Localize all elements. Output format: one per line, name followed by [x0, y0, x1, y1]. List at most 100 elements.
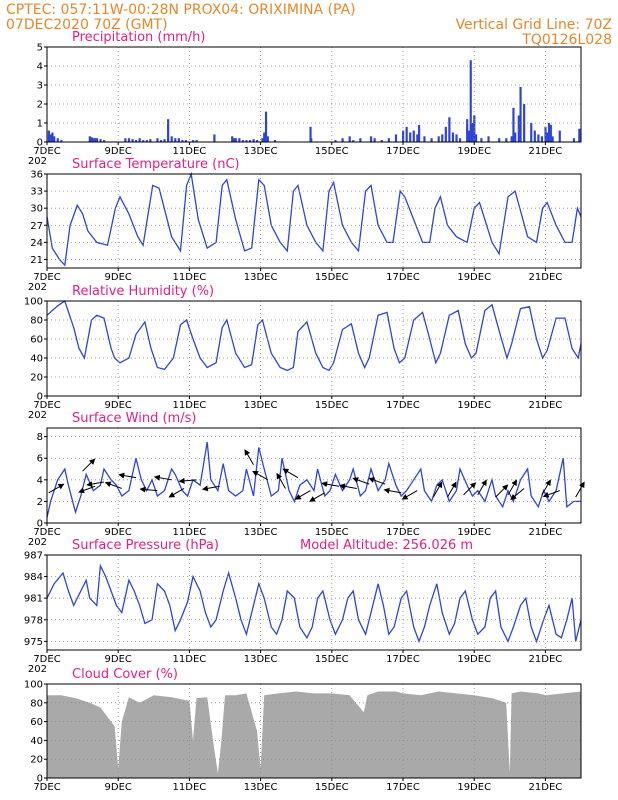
precip-bar [416, 134, 419, 142]
y-tick-label: 0 [37, 392, 43, 403]
x-tick-label: 19DEC [457, 272, 491, 283]
precip-bar [51, 132, 54, 142]
x-tick-label: 7DEC [33, 654, 60, 665]
precip-bar [309, 126, 312, 142]
wind-arrow [153, 474, 172, 481]
wind-arrow [78, 485, 96, 494]
panel-frame [46, 300, 582, 397]
precip-bar [558, 130, 561, 142]
precip-bar [402, 130, 405, 142]
precip-bar [519, 86, 522, 142]
x-tick-label: 7DEC [33, 527, 60, 538]
precip-bar [544, 126, 547, 142]
x-tick-label: 15DEC [315, 146, 349, 157]
precip-bar [430, 138, 433, 142]
precip-bar [352, 140, 355, 142]
x-tick-label: 7DEC [33, 782, 60, 793]
precip-bar [92, 138, 95, 142]
precip-bar [135, 140, 138, 142]
x-tick-label: 7DEC [33, 400, 60, 411]
panel-pressure: 975 978 981 984 987 7DEC 9DEC 11DEC 13DEC 15DEC 17… [24, 538, 582, 675]
wind-arrow [575, 481, 585, 498]
precip-bar [455, 134, 458, 142]
precip-bar [546, 132, 549, 142]
wind-arrow [463, 482, 477, 496]
x-year-label: 202 [28, 156, 47, 167]
temp-series-line [46, 171, 582, 267]
x-year-label: 202 [28, 282, 47, 293]
y-tick-label: 40 [30, 736, 43, 747]
precip-bar [184, 140, 188, 142]
header-model: TQ0126L028 [521, 32, 612, 48]
x-tick-label: 21DEC [529, 146, 563, 157]
x-tick-label: 13DEC [244, 654, 278, 665]
x-tick-label: 21DEC [529, 400, 563, 411]
precip-bar [334, 140, 337, 142]
y-tick-label: 5 [37, 43, 43, 54]
y-tick-label: 987 [24, 551, 43, 562]
precip-bar [191, 140, 195, 142]
wind-arrow [507, 479, 518, 496]
precip-bar [444, 126, 447, 142]
precip-bar [252, 139, 255, 142]
panel-frame [46, 173, 582, 269]
header-run-date: 07DEC2020 70Z (GMT) [6, 17, 168, 33]
panel-bg [47, 428, 581, 523]
panel-title: Precipitation (mm/h) [72, 30, 205, 45]
pressure-series-line [46, 563, 582, 644]
panel-title: Cloud Cover (%) [72, 667, 178, 682]
precip-bar [572, 138, 576, 142]
precip-bar [231, 136, 234, 142]
cloud-area [47, 691, 581, 778]
precip-bar [264, 111, 268, 142]
precip-bar [498, 138, 501, 142]
wind-arrow [495, 484, 509, 498]
y-tick-label: 24 [30, 238, 43, 249]
x-tick-label: 21DEC [529, 272, 563, 283]
precip-bar [138, 138, 141, 142]
precip-bar [177, 138, 180, 142]
wind-arrow [309, 492, 325, 502]
rh-series-line [46, 299, 582, 372]
precip-bar [549, 124, 552, 142]
y-tick-label: 60 [30, 335, 43, 346]
x-tick-label: 11DEC [173, 146, 207, 157]
y-tick-label: 6 [37, 454, 43, 465]
precip-bar [474, 134, 478, 142]
precip-bar [480, 138, 483, 142]
precip-bar [505, 138, 508, 142]
wind-arrow [48, 483, 65, 494]
y-tick-label: 984 [24, 572, 43, 583]
x-tick-label: 19DEC [457, 782, 491, 793]
precip-bar [145, 140, 148, 142]
panel-bg [47, 47, 581, 142]
y-tick-label: 2 [37, 497, 43, 508]
x-tick-label: 13DEC [244, 527, 278, 538]
precip-bar [359, 138, 362, 142]
precip-bar [56, 138, 59, 142]
precip-bar [512, 107, 515, 142]
precip-bar [273, 140, 277, 142]
x-tick-label: 13DEC [244, 272, 278, 283]
panel-frame [46, 427, 582, 524]
wind-arrow [368, 477, 386, 485]
x-tick-label: 9DEC [105, 654, 132, 665]
precip-bar [234, 138, 237, 142]
precip-bar [405, 126, 408, 142]
precip-bar [310, 138, 313, 142]
x-tick-label: 19DEC [457, 527, 491, 538]
x-year-label: 202 [28, 410, 47, 421]
precip-bar [373, 138, 376, 142]
panel-annotation: Model Altitude: 256.026 m [300, 538, 473, 553]
precip-bar [533, 130, 536, 142]
y-tick-label: 981 [24, 594, 43, 605]
y-tick-label: 30 [30, 204, 43, 215]
x-tick-label: 11DEC [173, 654, 207, 665]
x-year-label: 202 [28, 664, 47, 675]
wind-arrow [178, 477, 197, 484]
precip-bar [578, 128, 581, 142]
precip-bar [423, 136, 426, 142]
x-tick-label: 19DEC [457, 654, 491, 665]
x-tick-label: 17DEC [386, 400, 420, 411]
